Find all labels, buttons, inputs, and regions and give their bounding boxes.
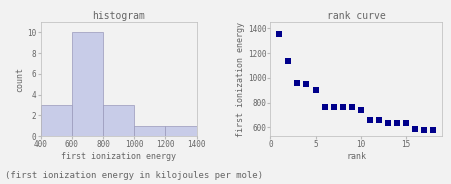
Bar xyxy=(166,126,197,136)
Point xyxy=(276,33,283,36)
Point xyxy=(420,129,428,132)
Bar xyxy=(103,105,134,136)
Point xyxy=(339,106,346,109)
Bar xyxy=(197,126,228,136)
Point xyxy=(294,81,301,84)
Point xyxy=(285,59,292,62)
Point xyxy=(429,129,437,132)
Title: histogram: histogram xyxy=(92,11,145,21)
Point xyxy=(402,121,410,124)
Bar xyxy=(72,32,103,136)
Y-axis label: first ionization energy: first ionization energy xyxy=(236,22,245,137)
Point xyxy=(348,106,355,109)
X-axis label: rank: rank xyxy=(346,152,366,161)
Title: rank curve: rank curve xyxy=(327,11,386,21)
X-axis label: first ionization energy: first ionization energy xyxy=(61,152,176,161)
Point xyxy=(393,121,400,124)
Bar xyxy=(134,126,166,136)
Point xyxy=(366,119,373,122)
Point xyxy=(411,127,419,130)
Point xyxy=(357,109,364,112)
Point xyxy=(303,83,310,86)
Point xyxy=(384,121,391,124)
Y-axis label: count: count xyxy=(15,67,24,92)
Text: (first ionization energy in kilojoules per mole): (first ionization energy in kilojoules p… xyxy=(5,171,262,180)
Point xyxy=(330,106,337,109)
Point xyxy=(312,89,319,92)
Bar xyxy=(41,105,72,136)
Point xyxy=(375,119,382,122)
Point xyxy=(321,106,328,109)
